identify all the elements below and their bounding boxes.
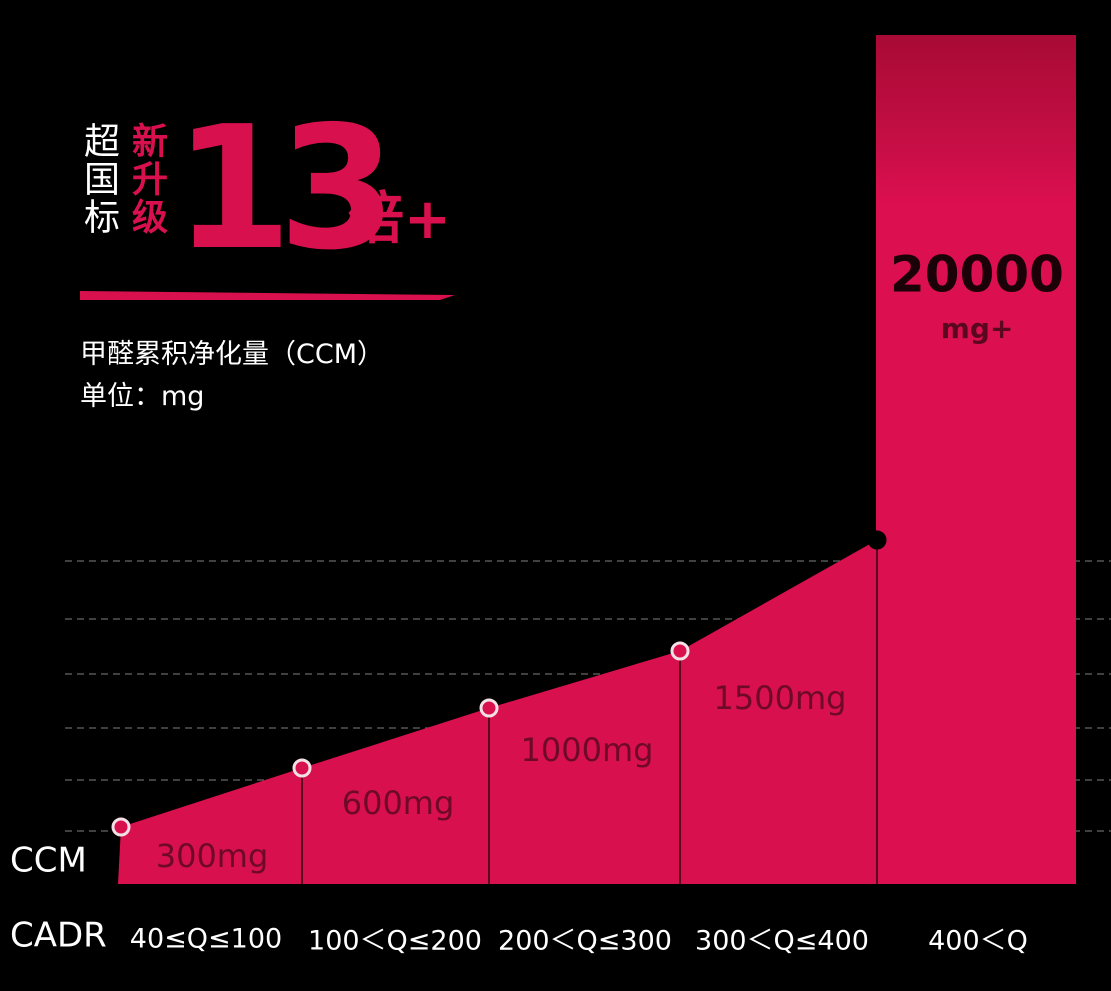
caption-unit: 单位：mg — [80, 381, 205, 412]
top-tier-bar — [876, 35, 1076, 884]
headline-suffix: 倍+ — [348, 187, 451, 252]
point — [111, 817, 131, 837]
headline-rule — [80, 291, 455, 300]
tier-cadr: 200＜Q≤300 — [498, 926, 672, 957]
row-label: CADR — [10, 916, 107, 956]
caption-metric: 甲醛累积净化量（CCM） — [80, 339, 385, 370]
row-label: CCM — [10, 841, 87, 881]
headline-multiple: 13 — [174, 90, 397, 288]
point — [479, 698, 499, 718]
tier-ccm: 1500mg — [714, 679, 847, 717]
top-tier-ccm: 20000 — [890, 246, 1064, 304]
tier-ccm: 600mg — [342, 784, 455, 822]
top-tier-unit: mg+ — [941, 312, 1014, 345]
point — [292, 758, 312, 778]
point — [670, 641, 690, 661]
tier-cadr: 40≤Q≤100 — [130, 924, 282, 955]
tier-ccm: 1000mg — [521, 731, 654, 769]
tier-cadr: 100＜Q≤200 — [308, 926, 482, 957]
headline-badge: 新升级 — [126, 122, 167, 236]
point — [867, 530, 887, 550]
headline-prefix: 超国标 — [78, 122, 119, 236]
tier-cadr: 300＜Q≤400 — [695, 926, 869, 957]
points — [111, 530, 887, 837]
dividers — [301, 540, 878, 884]
tier-cadr: 400＜Q — [928, 926, 1028, 957]
tier-ccm: 300mg — [156, 837, 269, 875]
